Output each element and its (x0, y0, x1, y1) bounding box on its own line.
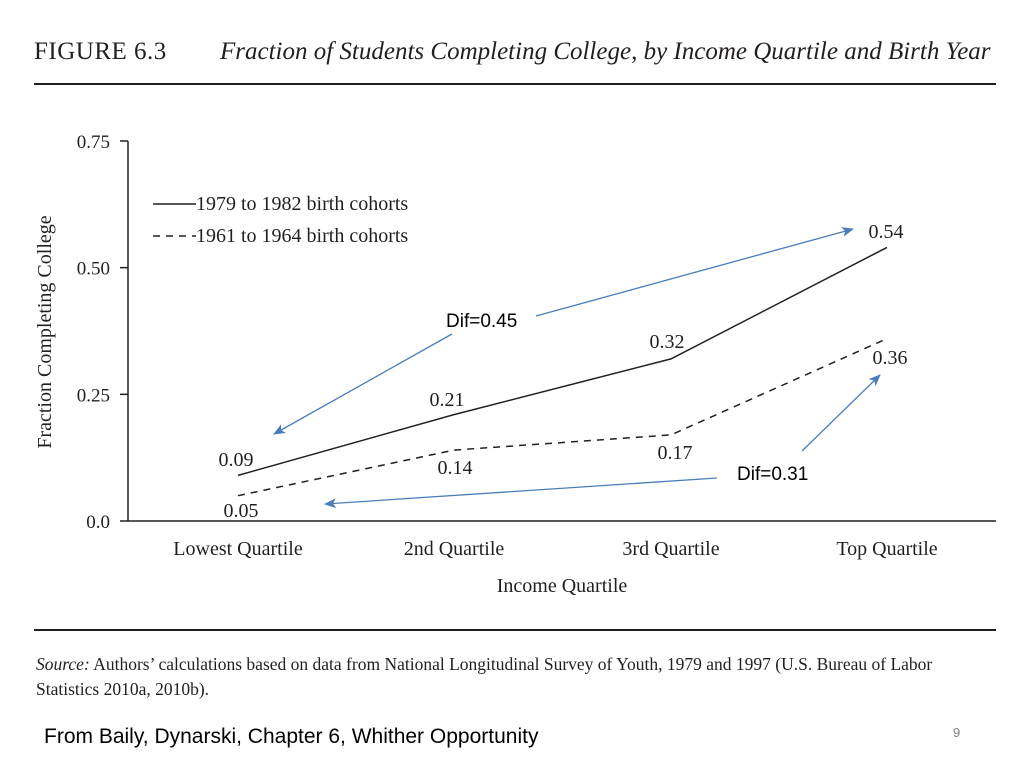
y-tick-label: 0.50 (77, 259, 110, 280)
data-label: 0.05 (224, 500, 259, 522)
legend-label: 1979 to 1982 birth cohorts (196, 193, 408, 215)
data-label: 0.54 (869, 221, 904, 243)
figure-label: FIGURE 6.3 (34, 38, 167, 65)
arrow-to-top-quartile-1961 (801, 374, 881, 452)
figure-header: FIGURE 6.3 Fraction of Students Completi… (34, 38, 996, 70)
x-tick-label: Lowest Quartile (173, 538, 303, 560)
y-tick-label: 0.75 (77, 132, 110, 153)
figure-title: Fraction of Students Completing College,… (220, 38, 991, 65)
bottom-divider (34, 629, 996, 631)
axes: 0.0 0.25 0.50 0.75 Lowest Quartile 2nd Quarti… (34, 132, 996, 597)
y-tick-label: 0.0 (86, 512, 110, 533)
x-tick-label: 2nd Quartile (404, 538, 505, 560)
data-label: 0.32 (650, 331, 685, 353)
data-label: 0.21 (430, 389, 465, 411)
legend: 1979 to 1982 birth cohorts 1961 to 1964 b… (153, 193, 408, 247)
series-lines (237, 246, 888, 497)
x-tick-label: 3rd Quartile (622, 538, 719, 560)
arrow-to-top-quartile (535, 227, 854, 317)
arrow-to-lowest-quartile (273, 333, 453, 435)
line-chart: 0.0 0.25 0.50 0.75 Lowest Quartile 2nd Quarti… (34, 132, 996, 597)
data-label: 0.09 (219, 449, 254, 471)
annotation-dif-031: Dif=0.31 (737, 464, 808, 485)
source-label: Source: (36, 654, 90, 674)
annotations: Dif=0.45 Dif=0.31 (273, 227, 881, 509)
data-label: 0.14 (438, 457, 473, 479)
x-axis-title: Income Quartile (497, 575, 628, 597)
y-axis-title: Fraction Completing College (34, 215, 56, 448)
y-tick-label: 0.25 (77, 385, 110, 406)
series-line-2 (237, 337, 888, 497)
x-tick-label: Top Quartile (836, 538, 937, 560)
data-labels: 0.09 0.21 0.32 0.54 0.05 0.14 0.17 0.36 (219, 221, 908, 522)
series-line-1 (237, 246, 888, 477)
source-text: Authors’ calculations based on data from… (36, 654, 933, 699)
slide-credit: From Baily, Dynarski, Chapter 6, Whither… (44, 725, 539, 748)
annotation-dif-045: Dif=0.45 (446, 311, 517, 332)
arrow-to-lowest-quartile-1961 (324, 477, 718, 509)
data-label: 0.36 (873, 347, 908, 369)
data-label: 0.17 (658, 442, 693, 464)
page-number: 9 (953, 725, 961, 740)
source-note: Source: Authors’ calculations based on d… (36, 652, 986, 702)
legend-label: 1961 to 1964 birth cohorts (196, 225, 408, 247)
top-divider (34, 83, 996, 85)
